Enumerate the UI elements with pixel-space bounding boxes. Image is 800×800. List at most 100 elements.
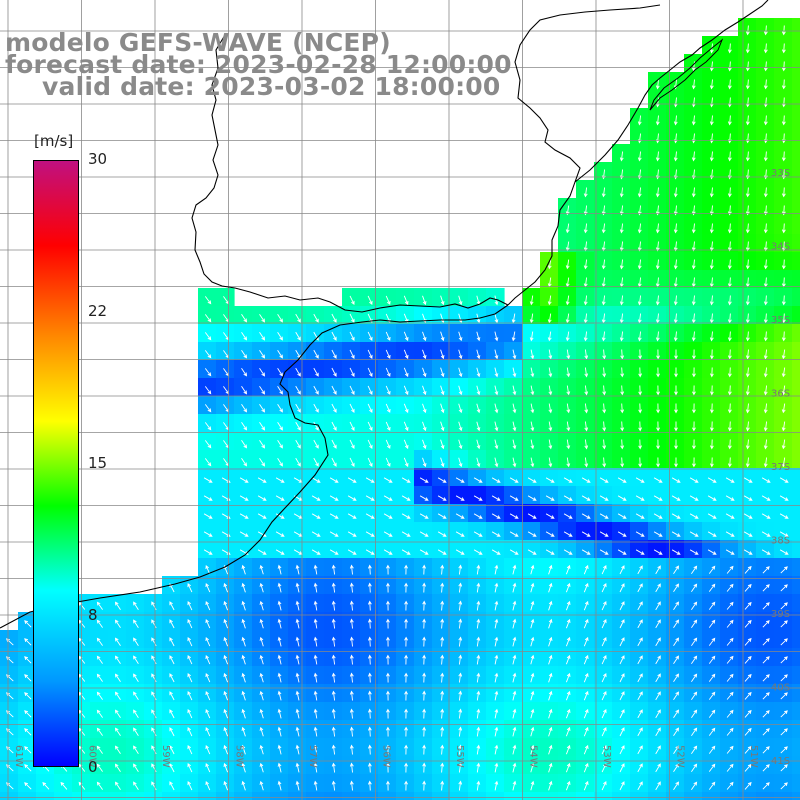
wind-cell: [756, 774, 775, 793]
coastline: [0, 304, 509, 629]
wind-cell: [612, 342, 631, 361]
wind-cell: [774, 108, 793, 127]
wind-cell: [630, 216, 649, 235]
wind-cell: [396, 522, 415, 541]
wind-arrow: [386, 672, 390, 683]
wind-cell: [594, 216, 613, 235]
wind-arrow: [385, 385, 391, 395]
wind-arrow: [440, 457, 445, 468]
wind-arrow: [458, 331, 463, 342]
wind-cell: [288, 468, 307, 487]
wind-arrow: [673, 673, 680, 683]
wind-arrow: [239, 513, 249, 519]
wind-arrow: [458, 385, 463, 396]
wind-arrow: [709, 151, 714, 162]
wind-arrow: [295, 403, 301, 413]
wind-cell: [684, 252, 703, 271]
wind-cell: [666, 414, 685, 433]
wind-arrow: [689, 513, 699, 519]
wind-cell: [252, 792, 271, 800]
wind-arrow: [527, 531, 537, 537]
wind-arrow: [403, 313, 409, 324]
wind-arrow: [512, 457, 517, 468]
wind-arrow: [707, 513, 717, 519]
wind-arrow: [763, 403, 768, 414]
wind-arrow: [781, 115, 786, 126]
wind-arrow: [601, 691, 607, 701]
wind-arrow: [509, 495, 519, 501]
wind-arrow: [619, 745, 625, 755]
wind-cell: [792, 54, 800, 73]
wind-arrow: [762, 746, 770, 754]
wind-cell: [756, 792, 775, 800]
wind-cell: [756, 252, 775, 271]
wind-cell: [774, 198, 793, 217]
wind-arrow: [440, 690, 445, 701]
wind-arrow: [602, 385, 607, 396]
wind-arrow: [691, 619, 698, 628]
longitude-label: 60W: [87, 745, 98, 768]
wind-cell: [774, 162, 793, 181]
wind-arrow: [530, 349, 535, 360]
wind-arrow: [601, 727, 607, 737]
wind-arrow: [655, 313, 660, 324]
wind-arrow: [655, 781, 661, 791]
wind-arrow: [692, 421, 696, 432]
wind-arrow: [745, 43, 750, 54]
wind-cell: [702, 288, 721, 307]
wind-cell: [666, 126, 685, 145]
wind-arrow: [581, 531, 591, 537]
wind-arrow: [313, 582, 318, 593]
wind-arrow: [187, 763, 193, 773]
wind-arrow: [404, 654, 408, 665]
wind-arrow: [707, 549, 717, 555]
wind-arrow: [655, 79, 660, 90]
wind-cell: [198, 450, 217, 469]
wind-cell: [450, 486, 469, 505]
wind-arrow: [476, 618, 481, 629]
wind-arrow: [60, 781, 68, 790]
wind-arrow: [331, 744, 336, 755]
wind-cell: [198, 486, 217, 505]
wind-arrow: [674, 457, 678, 468]
wind-cell: [792, 306, 800, 325]
wind-cell: [756, 162, 775, 181]
wind-arrow: [241, 314, 248, 323]
wind-arrow: [349, 762, 354, 773]
wind-arrow: [655, 151, 660, 162]
wind-cell: [180, 792, 199, 800]
wind-cell: [306, 378, 325, 397]
wind-cell: [756, 612, 775, 631]
wind-cell: [414, 522, 433, 541]
wind-arrow: [530, 582, 535, 593]
wind-arrow: [655, 601, 661, 611]
wind-arrow: [638, 367, 643, 378]
wind-arrow: [638, 439, 643, 450]
wind-arrow: [347, 513, 357, 519]
wind-arrow: [205, 601, 211, 611]
wind-cell: [792, 648, 800, 667]
lagoon-outline: [649, 38, 724, 111]
wind-arrow: [548, 672, 553, 683]
wind-arrow: [780, 602, 788, 610]
wind-arrow: [476, 654, 481, 665]
wind-cell: [630, 324, 649, 343]
wind-arrow: [277, 780, 282, 791]
wind-cell: [450, 522, 469, 541]
wind-arrow: [655, 691, 661, 701]
wind-arrow: [584, 457, 589, 468]
wind-arrow: [599, 513, 609, 519]
wind-arrow: [404, 618, 408, 629]
wind-arrow: [349, 439, 355, 449]
wind-cell: [666, 738, 685, 757]
wind-arrow: [725, 495, 735, 501]
wind-cell: [756, 144, 775, 163]
colorbar-tick-label: 30: [88, 150, 108, 168]
wind-cell: [270, 396, 289, 415]
wind-arrow: [295, 367, 301, 377]
wind-arrow: [689, 495, 699, 501]
wind-arrow: [653, 477, 663, 483]
wind-arrow: [745, 115, 750, 126]
wind-cell: [612, 522, 631, 541]
